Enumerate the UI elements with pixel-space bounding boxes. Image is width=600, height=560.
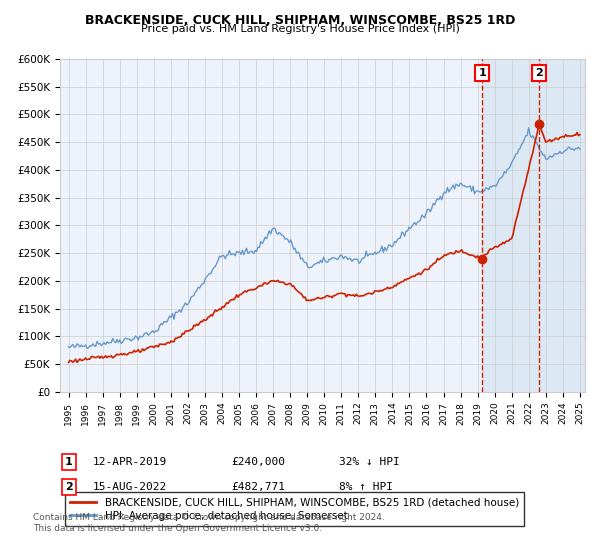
Text: 15-AUG-2022: 15-AUG-2022 — [93, 482, 167, 492]
Text: 12-APR-2019: 12-APR-2019 — [93, 457, 167, 467]
Text: 8% ↑ HPI: 8% ↑ HPI — [339, 482, 393, 492]
Bar — [482, 59, 597, 392]
Text: This data is licensed under the Open Government Licence v3.0.: This data is licensed under the Open Gov… — [33, 524, 322, 533]
Text: 2: 2 — [65, 482, 73, 492]
Text: £240,000: £240,000 — [231, 457, 285, 467]
Text: 1: 1 — [65, 457, 73, 467]
Text: Price paid vs. HM Land Registry's House Price Index (HPI): Price paid vs. HM Land Registry's House … — [140, 24, 460, 34]
Legend: BRACKENSIDE, CUCK HILL, SHIPHAM, WINSCOMBE, BS25 1RD (detached house), HPI: Aver: BRACKENSIDE, CUCK HILL, SHIPHAM, WINSCOM… — [65, 492, 524, 526]
Text: 2: 2 — [535, 68, 543, 78]
Text: £482,771: £482,771 — [231, 482, 285, 492]
Text: BRACKENSIDE, CUCK HILL, SHIPHAM, WINSCOMBE, BS25 1RD: BRACKENSIDE, CUCK HILL, SHIPHAM, WINSCOM… — [85, 14, 515, 27]
Text: 32% ↓ HPI: 32% ↓ HPI — [339, 457, 400, 467]
Text: Contains HM Land Registry data © Crown copyright and database right 2024.: Contains HM Land Registry data © Crown c… — [33, 513, 385, 522]
Text: 1: 1 — [478, 68, 486, 78]
